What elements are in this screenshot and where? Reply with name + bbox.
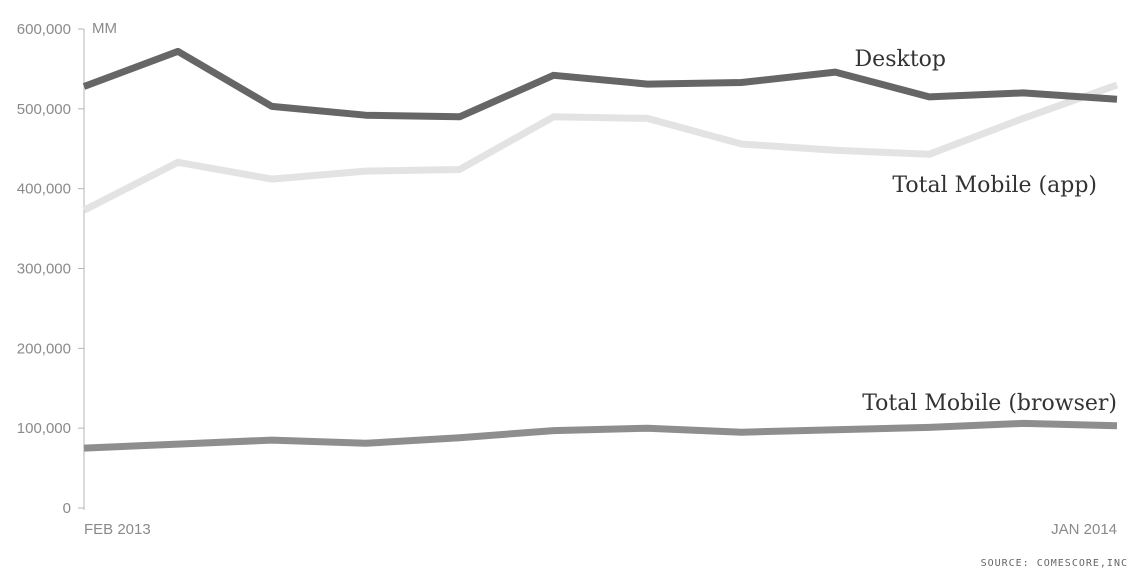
series-label-total-mobile-browser: Total Mobile (browser): [862, 391, 1117, 416]
y-axis: 0 100,000 200,000 300,000 400,000 500,000 600,…: [17, 21, 85, 517]
series-label-desktop: Desktop: [855, 47, 946, 72]
series-label-total-mobile-app: Total Mobile (app): [892, 173, 1097, 198]
x-tick-label: FEB 2013: [84, 521, 151, 538]
y-tick-label: 300,000: [17, 261, 71, 278]
x-tick-label: JAN 2014: [1051, 521, 1117, 538]
y-tick-label: 100,000: [17, 420, 71, 437]
y-tick-label: 600,000: [17, 21, 71, 38]
x-axis: FEB 2013 JAN 2014: [84, 521, 1117, 538]
y-tick-label: 200,000: [17, 340, 71, 357]
y-unit-label: MM: [92, 20, 117, 37]
y-tick-label: 400,000: [17, 181, 71, 198]
source-note: SOURCE: COMESCORE,INC: [981, 558, 1128, 569]
series-line-total-mobile-browser: [83, 419, 1118, 452]
series-labels: Desktop Total Mobile (app) Total Mobile (b…: [855, 47, 1117, 416]
series-line-desktop: [82, 47, 1118, 121]
series-lines: [82, 47, 1119, 452]
y-tick-label: 500,000: [17, 101, 71, 118]
y-tick-label: 0: [63, 500, 71, 517]
series-line-total-mobile-app: [82, 81, 1119, 214]
